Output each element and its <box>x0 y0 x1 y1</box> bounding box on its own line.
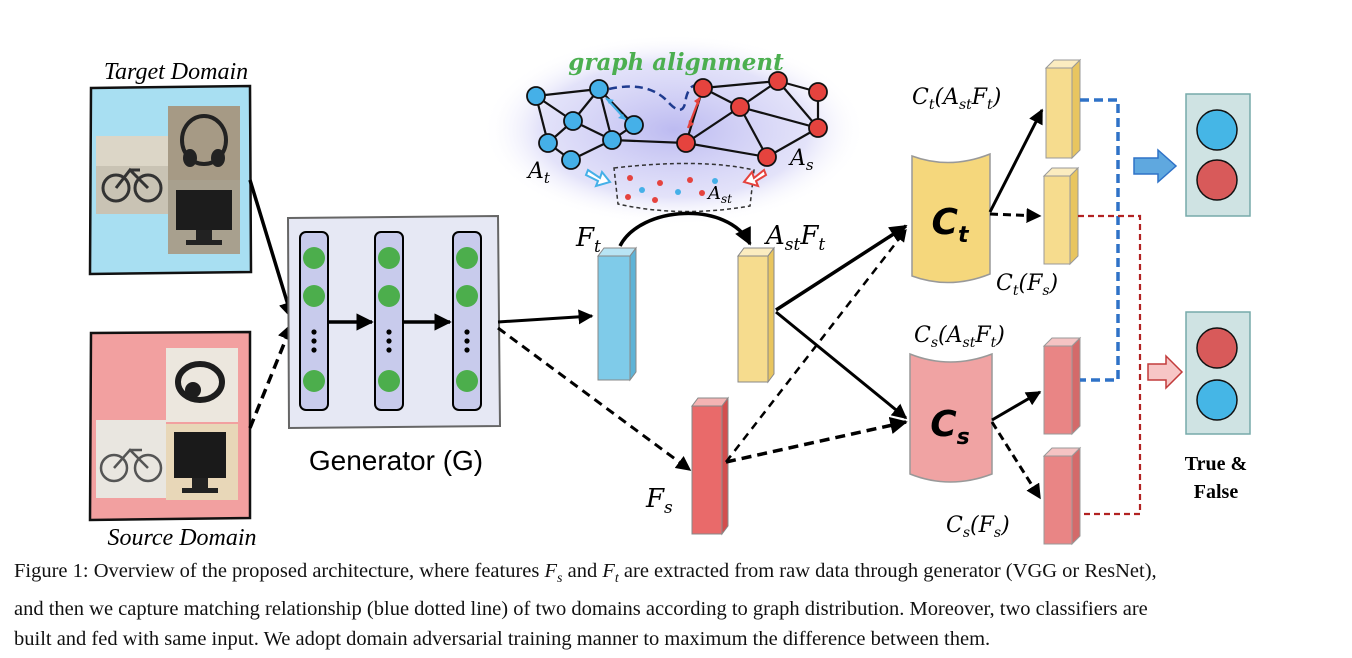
ast-adjacency-strip: Ast <box>613 162 755 213</box>
ct-classifier-label: Ct <box>932 202 970 248</box>
feature-ft-block <box>597 246 637 382</box>
cs-fs-output-label: Cs(Fs) <box>946 513 1010 541</box>
blue-dashed-connector <box>1080 98 1120 382</box>
output-cs-fs <box>1042 446 1082 546</box>
cs-to-out2-arrow <box>990 421 1042 500</box>
output-ct-astft <box>1044 58 1082 160</box>
source-monitor-photo <box>166 424 238 500</box>
target-to-generator-arrow <box>248 179 296 320</box>
source-domain-label: Source Domain <box>107 525 256 551</box>
true-false-label-line2: False <box>1194 481 1239 503</box>
feature-fs-block <box>691 396 729 536</box>
a-s-label: As <box>788 146 814 174</box>
output-ct-fs <box>1042 166 1080 266</box>
caption-line-1: Figure 1: Overview of the proposed archi… <box>14 560 1157 587</box>
graph-alignment-panel: graph alignment <box>482 34 866 226</box>
generator-layer-1 <box>299 231 329 411</box>
red-block-arrow <box>1147 354 1184 390</box>
red-dashed-connector <box>1078 214 1142 516</box>
caption-line-3: built and fed with same input. We adopt … <box>14 628 991 651</box>
source-to-generator-arrow <box>248 322 295 429</box>
fs-to-cs-arrow <box>725 416 908 464</box>
source-domain-panel <box>88 330 252 522</box>
source-graph-nodes <box>676 71 828 167</box>
ct-fs-output-label: Ct(Fs) <box>996 271 1058 299</box>
matching-dashed-line <box>608 84 701 111</box>
generator-layer-2 <box>374 231 404 411</box>
target-graph-nodes <box>526 79 644 170</box>
cs-classifier-label: Cs <box>930 404 970 450</box>
generator-block <box>286 214 502 430</box>
astft-to-ct-arrow <box>775 224 908 312</box>
as-into-ast-arrow <box>742 168 768 188</box>
ft-into-ast-arrow <box>584 168 612 188</box>
target-alignment-arrow <box>605 97 627 121</box>
ft-to-astft-curve-arrow <box>618 211 752 247</box>
fs-label: Fs <box>645 484 673 518</box>
caption-line-2: and then we capture matching relationshi… <box>14 598 1148 621</box>
generator-layer-3 <box>452 231 482 411</box>
target-domain-panel <box>88 84 253 276</box>
blue-block-arrow <box>1133 148 1178 184</box>
ct-to-out2-arrow <box>989 207 1042 223</box>
output-cs-astft <box>1042 336 1082 436</box>
source-headphones-photo <box>166 348 238 422</box>
a-st-label: Ast <box>706 183 732 206</box>
ft-label: Ft <box>575 223 601 257</box>
result-panel-top <box>1185 93 1251 217</box>
target-bicycle-photo <box>96 136 168 214</box>
a-t-label: At <box>526 159 551 187</box>
result-panel-bottom <box>1185 311 1251 435</box>
astft-label: AstFt <box>764 221 825 255</box>
classifier-ct-box <box>911 152 991 284</box>
generator-label: Generator (G) <box>309 445 483 476</box>
cs-to-out1-arrow <box>991 390 1042 422</box>
ct-astft-output-label: Ct(AstFt) <box>912 85 1001 113</box>
feature-astft-block <box>737 246 775 384</box>
classifier-cs-box <box>909 352 993 483</box>
cs-astft-output-label: Cs(AstFt) <box>914 323 1005 351</box>
figure-caption: Figure 1: Overview of the proposed archi… <box>14 556 1339 654</box>
fs-to-ct-arrow <box>725 229 907 463</box>
target-monitor-photo <box>168 180 240 254</box>
target-domain-label: Target Domain <box>104 59 248 85</box>
generator-to-ft-arrow <box>497 309 594 325</box>
source-alignment-arrow <box>686 96 702 129</box>
graph-alignment-label: graph alignment <box>568 49 784 76</box>
architecture-diagram: Target Domain Source Domain <box>88 34 1251 551</box>
ct-to-out1-arrow <box>988 108 1044 213</box>
astft-to-cs-arrow <box>775 310 908 420</box>
generator-to-fs-arrow <box>497 326 692 472</box>
true-false-label-line1: True & <box>1185 453 1247 475</box>
target-headphones-photo <box>168 106 240 182</box>
source-bicycle-photo <box>96 420 166 498</box>
